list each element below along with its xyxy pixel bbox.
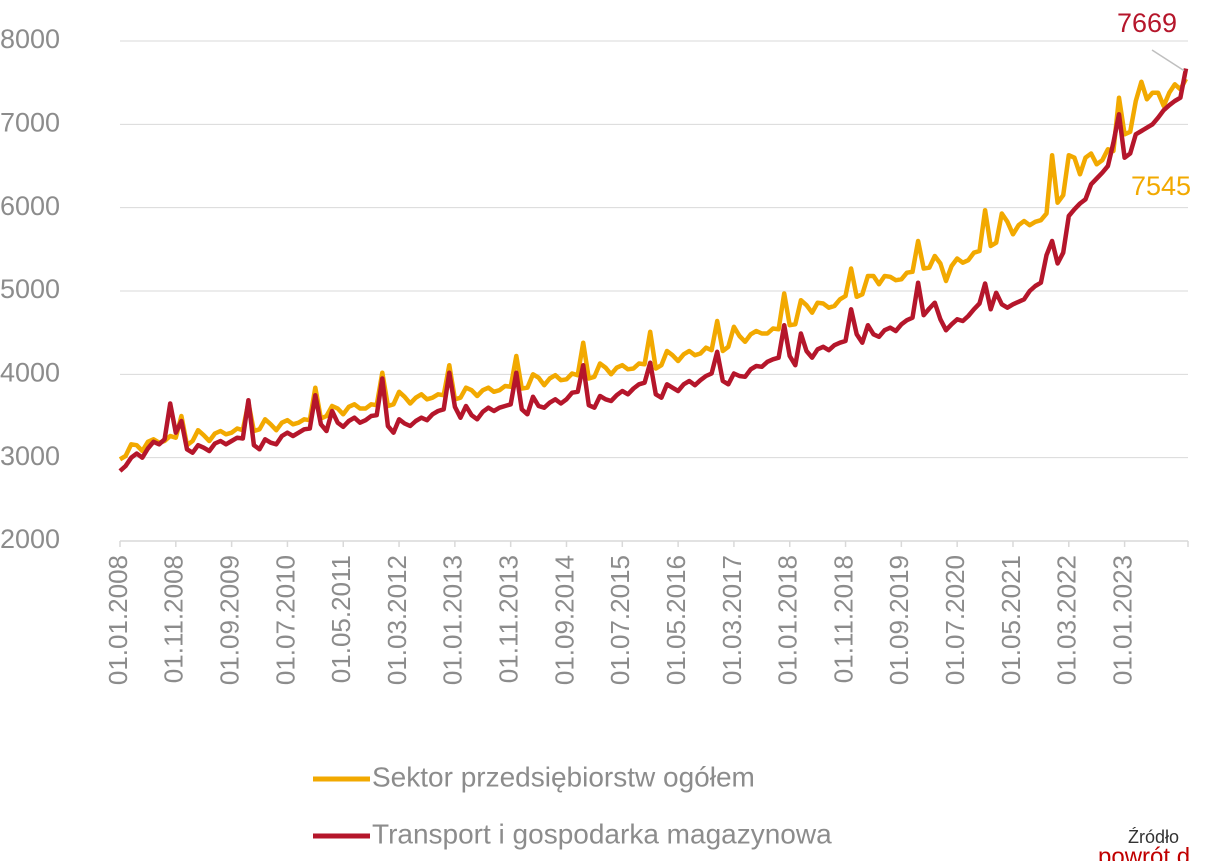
y-tick-label: 7000 [0, 107, 60, 137]
x-tick-label: 01.01.2023 [1107, 555, 1137, 685]
x-tick-label: 01.07.2015 [605, 555, 635, 685]
x-tick-label: 01.09.2009 [214, 555, 244, 685]
x-tick-label: 01.09.2019 [884, 555, 914, 685]
x-tick-label: 01.01.2008 [103, 555, 133, 685]
x-tick-label: 01.11.2018 [828, 555, 858, 683]
x-tick-label: 01.05.2011 [326, 555, 356, 683]
x-tick-label: 01.03.2017 [717, 555, 747, 685]
x-tick-label: 01.11.2008 [159, 555, 189, 683]
y-tick-label: 6000 [0, 191, 60, 221]
leader-line [1151, 49, 1185, 72]
y-tick-label: 2000 [0, 524, 60, 554]
x-tick-label: 01.11.2013 [494, 555, 524, 683]
source-note: Źródło [1128, 827, 1179, 847]
y-tick-label: 8000 [0, 24, 60, 54]
y-tick-label: 5000 [0, 274, 60, 304]
series-line [118, 68, 1189, 473]
legend-label: Sektor przedsiębiorstw ogółem [372, 761, 755, 792]
footer-link[interactable]: powrót d [1098, 843, 1190, 861]
data-label: 7545 [1131, 171, 1191, 201]
x-tick-label: 01.03.2012 [382, 555, 412, 685]
x-tick-label: 01.07.2010 [270, 555, 300, 685]
data-label: 7669 [1117, 8, 1177, 38]
y-tick-label: 3000 [0, 441, 60, 471]
legend-label: Transport i gospodarka magazynowa [372, 818, 832, 849]
x-tick-label: 01.03.2022 [1052, 555, 1082, 685]
x-tick-label: 01.05.2016 [661, 555, 691, 685]
x-tick-label: 01.01.2013 [438, 555, 468, 685]
x-tick-label: 01.05.2021 [996, 555, 1026, 685]
x-tick-label: 01.01.2018 [773, 555, 803, 685]
x-tick-label: 01.09.2014 [549, 555, 579, 685]
series-line [118, 77, 1188, 462]
y-tick-label: 4000 [0, 357, 60, 387]
x-tick-label: 01.07.2020 [940, 555, 970, 685]
